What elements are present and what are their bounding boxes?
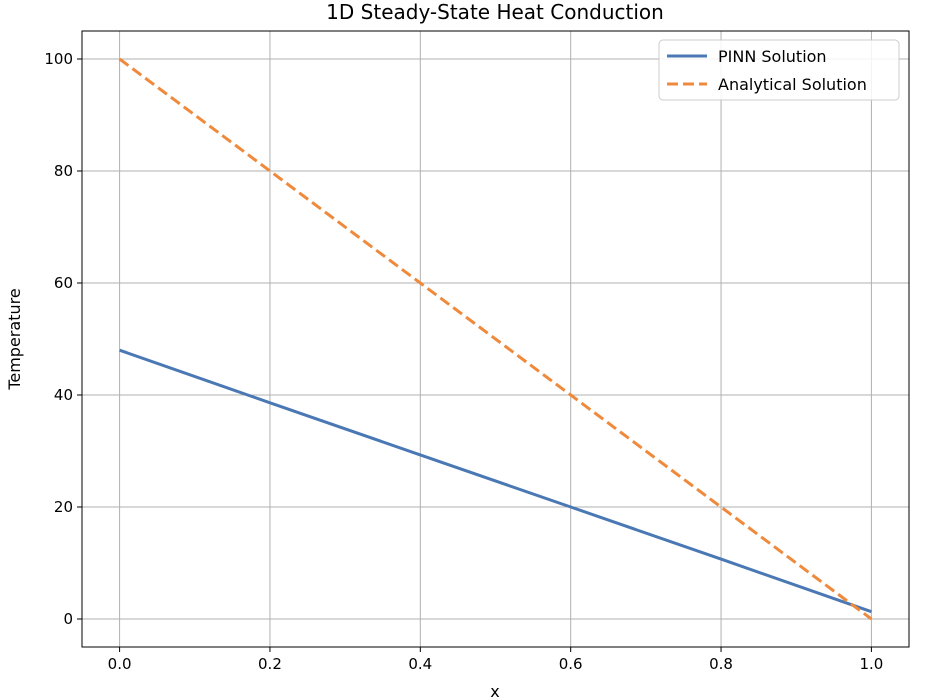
y-axis-ticks: 0 20 40 60 80 100 — [44, 50, 82, 628]
series-line-2 — [118, 57, 873, 621]
y-tick-label: 40 — [54, 386, 73, 404]
y-tick-label: 20 — [54, 498, 73, 516]
x-tick-label: 0.4 — [408, 655, 432, 673]
plot-lines — [118, 57, 873, 621]
y-tick-label: 0 — [63, 610, 73, 628]
x-tick-label: 0.2 — [258, 655, 282, 673]
legend-box — [658, 39, 900, 101]
chart-title: 1D Steady-State Heat Conduction — [326, 0, 664, 24]
legend-label-2: Analytical Solution — [718, 75, 867, 94]
plot-frame — [81, 30, 910, 648]
series-line-1 — [119, 348, 872, 614]
y-tick-label: 60 — [54, 274, 73, 292]
y-tick-label: 80 — [54, 162, 73, 180]
y-tick-label: 100 — [44, 50, 73, 68]
x-tick-label: 0.8 — [709, 655, 733, 673]
grid — [82, 31, 909, 647]
y-axis-label: Temperature — [5, 288, 24, 390]
x-axis-ticks: 0.0 0.2 0.4 0.6 0.8 1.0 — [108, 647, 883, 673]
x-axis-label: x — [490, 682, 499, 698]
x-tick-label: 0.0 — [108, 655, 132, 673]
x-tick-label: 0.6 — [559, 655, 583, 673]
legend-label-1: PINN Solution — [718, 47, 827, 66]
legend: PINN Solution Analytical Solution — [658, 39, 900, 101]
x-tick-label: 1.0 — [859, 655, 883, 673]
